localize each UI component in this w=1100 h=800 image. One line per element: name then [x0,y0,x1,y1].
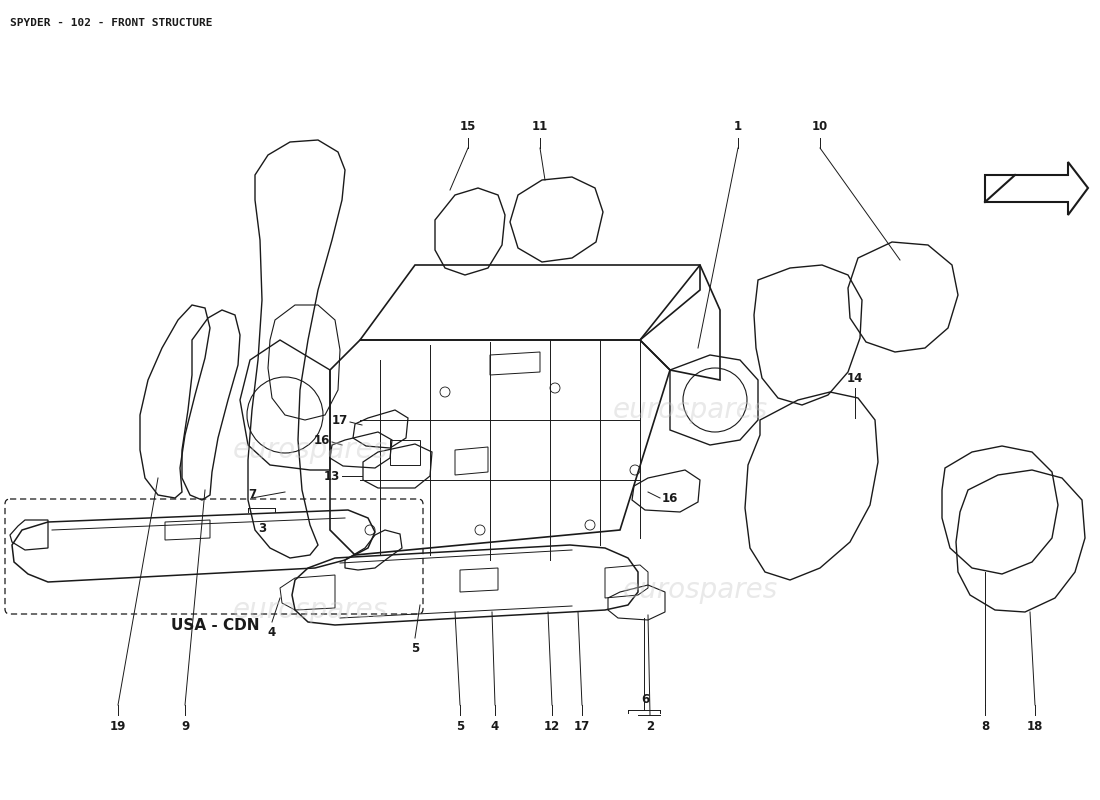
Text: 17: 17 [574,720,590,733]
Text: 8: 8 [981,720,989,733]
Text: eurospares: eurospares [613,396,768,424]
Text: 15: 15 [460,120,476,133]
Text: 18: 18 [1026,720,1043,733]
Text: 7: 7 [248,489,256,502]
Text: 16: 16 [662,491,679,505]
Text: 16: 16 [314,434,330,446]
Text: eurospares: eurospares [232,596,387,624]
Text: 5: 5 [455,720,464,733]
Text: 9: 9 [180,720,189,733]
Text: 5: 5 [411,642,419,655]
Text: 12: 12 [543,720,560,733]
Text: 4: 4 [491,720,499,733]
Text: 13: 13 [323,470,340,482]
Text: 10: 10 [812,120,828,133]
Text: 17: 17 [332,414,348,426]
Text: 3: 3 [257,522,266,535]
Text: eurospares: eurospares [232,436,387,464]
Text: USA - CDN: USA - CDN [170,618,260,633]
Text: 14: 14 [847,372,864,385]
Text: SPYDER - 102 - FRONT STRUCTURE: SPYDER - 102 - FRONT STRUCTURE [10,18,212,28]
Text: 19: 19 [110,720,126,733]
Text: 2: 2 [646,720,654,733]
Text: eurospares: eurospares [623,576,778,604]
Text: 4: 4 [268,626,276,639]
Text: 1: 1 [734,120,742,133]
Text: 11: 11 [532,120,548,133]
Text: 6: 6 [641,693,649,706]
